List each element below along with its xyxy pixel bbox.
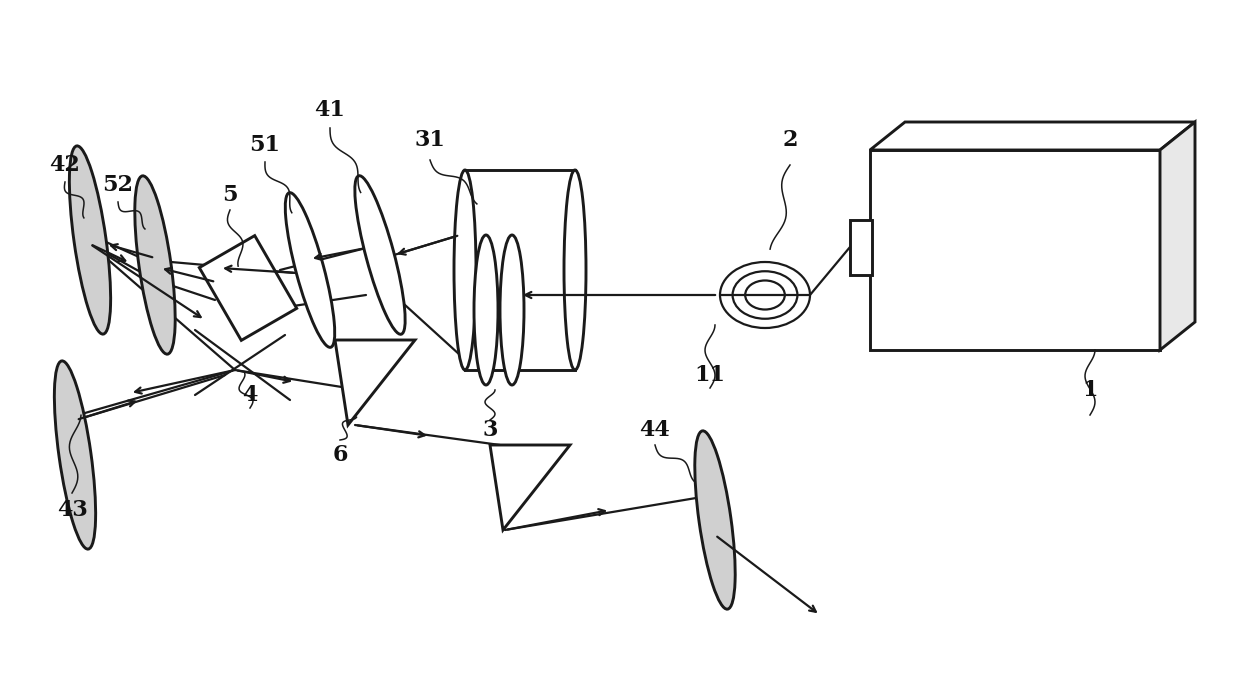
Text: 5: 5 xyxy=(222,184,238,206)
Ellipse shape xyxy=(285,193,335,347)
Polygon shape xyxy=(200,236,296,341)
Text: 43: 43 xyxy=(57,499,87,521)
Ellipse shape xyxy=(355,176,405,334)
Bar xyxy=(465,170,575,370)
Text: 11: 11 xyxy=(694,364,725,386)
Text: 1: 1 xyxy=(1083,379,1097,401)
Ellipse shape xyxy=(69,146,110,334)
Text: 44: 44 xyxy=(640,419,671,441)
Bar xyxy=(849,220,872,275)
Text: 31: 31 xyxy=(414,129,445,151)
Ellipse shape xyxy=(694,431,735,609)
Polygon shape xyxy=(1159,122,1195,350)
Text: 4: 4 xyxy=(242,384,258,406)
Ellipse shape xyxy=(564,170,587,370)
Text: 6: 6 xyxy=(332,444,347,466)
Ellipse shape xyxy=(55,361,95,549)
Ellipse shape xyxy=(500,235,525,385)
Polygon shape xyxy=(870,122,1195,150)
Text: 42: 42 xyxy=(50,154,81,176)
Text: 3: 3 xyxy=(482,419,497,441)
Text: 2: 2 xyxy=(782,129,797,151)
Text: 41: 41 xyxy=(315,99,346,121)
Ellipse shape xyxy=(454,170,476,370)
Ellipse shape xyxy=(135,176,175,354)
Text: 52: 52 xyxy=(103,174,134,196)
Ellipse shape xyxy=(474,235,498,385)
Polygon shape xyxy=(490,445,570,530)
Text: 51: 51 xyxy=(249,134,280,156)
Polygon shape xyxy=(335,340,415,425)
Bar xyxy=(870,150,1159,350)
